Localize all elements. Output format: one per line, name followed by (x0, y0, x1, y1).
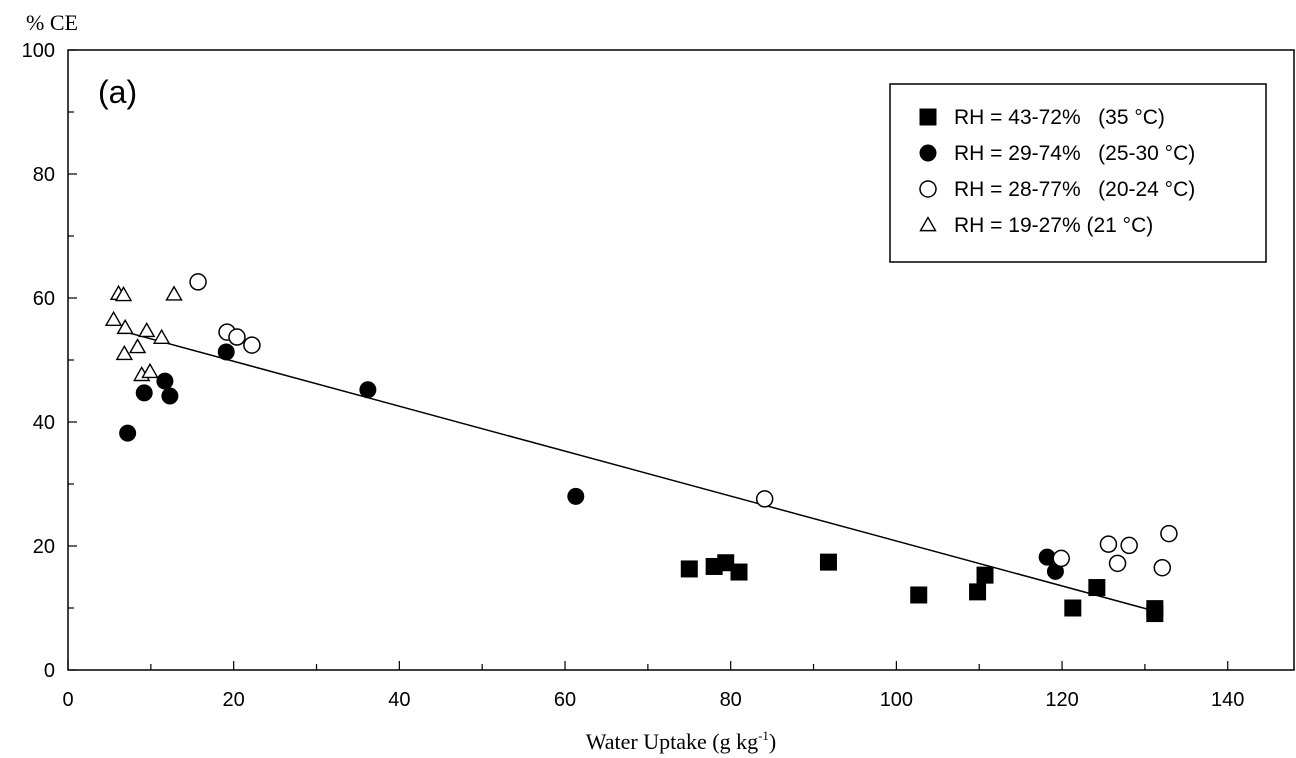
x-axis-ticks: 0 20 40 60 80 100 120 140 (62, 661, 1244, 711)
data-point-filled-circle (359, 381, 377, 399)
legend-marker-open-circle (919, 180, 937, 198)
x-tick-label: 80 (720, 689, 742, 711)
data-point-filled-square (680, 560, 698, 578)
data-point-filled-square (969, 583, 987, 601)
data-point-filled-circle (135, 384, 153, 402)
data-point-open-triangle (115, 344, 134, 361)
data-point-open-circle (1160, 524, 1178, 543)
x-tick-label: 100 (880, 689, 913, 711)
data-point-open-triangle (152, 328, 171, 345)
legend-marker-open-triangle (919, 216, 937, 232)
x-axis-title-suffix: ) (769, 729, 776, 754)
legend-items: RH = 43-72% (35 °C) RH = 29-74% (25-30 °C… (919, 106, 1195, 237)
data-point-filled-square (910, 586, 928, 604)
data-point-open-circle (1099, 535, 1118, 553)
data-point-filled-circle (1046, 562, 1064, 580)
trend-line (125, 331, 1156, 612)
data-point-open-triangle (137, 321, 156, 338)
legend-marker-filled-circle (919, 144, 937, 162)
data-point-open-triangle (116, 318, 134, 335)
data-point-open-circle (189, 273, 207, 291)
data-point-open-triangle (128, 338, 147, 354)
y-tick-label: 40 (33, 412, 55, 434)
data-point-filled-square (1088, 579, 1106, 597)
data-point-open-triangle (114, 285, 133, 302)
data-points (104, 273, 1178, 623)
y-tick-label: 0 (44, 660, 55, 682)
data-point-filled-circle (161, 387, 179, 405)
data-point-open-triangle (165, 285, 183, 301)
data-point-filled-circle (156, 372, 174, 390)
data-point-filled-square (819, 553, 837, 571)
legend-label: RH = 19-27% (21 °C) (954, 214, 1153, 237)
data-point-open-circle (755, 490, 774, 508)
x-tick-label: 140 (1211, 689, 1244, 711)
legend-box (889, 83, 1267, 263)
data-point-filled-square (730, 563, 748, 581)
legend-label: RH = 29-74% (25-30 °C) (954, 142, 1195, 165)
x-axis-title: Water Uptake (g kg-1) (586, 728, 777, 754)
data-point-filled-square (1146, 605, 1164, 623)
data-point-filled-square (1064, 599, 1082, 617)
y-tick-label: 60 (33, 288, 55, 310)
data-point-open-circle (1153, 558, 1172, 577)
y-tick-label: 20 (33, 536, 55, 558)
data-point-filled-circle (119, 424, 137, 442)
legend-label: RH = 28-77% (20-24 °C) (954, 178, 1195, 201)
data-point-filled-circle (217, 343, 235, 361)
y-tick-label: 100 (22, 40, 55, 62)
x-tick-label: 40 (388, 689, 410, 711)
x-tick-label: 120 (1045, 689, 1078, 711)
data-point-filled-square (717, 554, 735, 572)
panel-label: (a) (98, 74, 137, 110)
data-point-filled-circle (1038, 548, 1056, 566)
data-point-open-circle (1108, 554, 1127, 573)
data-point-open-circle (228, 328, 246, 346)
x-tick-label: 60 (554, 689, 576, 711)
data-point-open-circle (1052, 549, 1070, 568)
x-axis-title-text: Water Uptake (g kg (586, 729, 758, 754)
data-point-filled-square (976, 566, 994, 584)
data-point-open-circle (1120, 536, 1138, 555)
x-axis-title-superscript: -1 (758, 728, 769, 743)
y-axis-ticks: 0 20 40 60 80 100 (22, 40, 77, 682)
x-tick-label: 20 (223, 689, 245, 711)
data-point-open-triangle (141, 362, 159, 379)
data-point-open-triangle (104, 310, 123, 327)
x-tick-label: 0 (62, 689, 73, 711)
legend-label: RH = 43-72% (35 °C) (954, 106, 1165, 129)
y-tick-label: 80 (33, 164, 55, 186)
data-point-open-circle (243, 336, 261, 354)
data-point-filled-circle (567, 487, 585, 505)
y-axis-title: % CE (26, 10, 78, 35)
legend: RH = 43-72% (35 °C) RH = 29-74% (25-30 °C… (889, 83, 1267, 263)
legend-marker-filled-square (919, 108, 937, 126)
